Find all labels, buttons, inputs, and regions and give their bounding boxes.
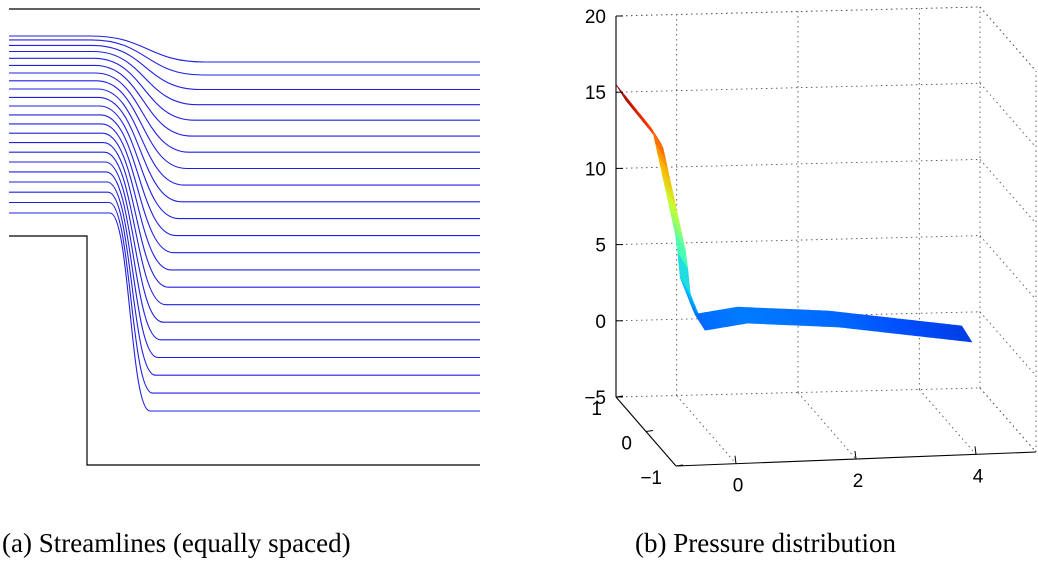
x-tick-label: 2 bbox=[853, 471, 864, 492]
streamline bbox=[9, 181, 480, 359]
streamline bbox=[9, 151, 480, 306]
grid-line bbox=[615, 82, 981, 93]
grid-line bbox=[979, 6, 1037, 72]
grid-line bbox=[979, 235, 1037, 300]
caption-b: (b) Pressure distribution bbox=[635, 528, 896, 558]
streamline bbox=[9, 44, 480, 91]
streamline bbox=[9, 35, 480, 63]
streamline bbox=[9, 132, 480, 271]
grid-line bbox=[676, 395, 737, 464]
z-tick-label: 5 bbox=[595, 236, 606, 257]
streamline bbox=[9, 142, 480, 288]
grid-line bbox=[979, 387, 1037, 453]
grid-line bbox=[979, 82, 1037, 148]
surface-patch bbox=[958, 325, 973, 343]
x-tick-label: 4 bbox=[973, 466, 984, 487]
y-tick-mark bbox=[645, 430, 654, 432]
y-tick-label: 1 bbox=[591, 399, 602, 420]
streamline bbox=[9, 171, 480, 341]
grid-line bbox=[979, 387, 1037, 453]
streamline bbox=[9, 191, 480, 376]
y-tick-mark bbox=[675, 464, 684, 467]
grid-line bbox=[615, 158, 981, 169]
x-tick-label: 0 bbox=[733, 476, 744, 497]
streamline bbox=[9, 39, 480, 76]
pressure-surface bbox=[615, 84, 973, 343]
streamline bbox=[9, 161, 480, 323]
channel-step-wall bbox=[9, 235, 480, 466]
streamline bbox=[9, 64, 480, 137]
caption-a: (a) Streamlines (equally spaced) bbox=[2, 528, 351, 558]
streamline bbox=[9, 201, 480, 394]
z-tick-label: 20 bbox=[585, 7, 606, 28]
x-tick-mark bbox=[974, 446, 977, 455]
streamline bbox=[9, 96, 480, 203]
streamline bbox=[9, 105, 480, 220]
streamline bbox=[9, 57, 480, 121]
streamline bbox=[9, 212, 480, 412]
streamline bbox=[9, 72, 480, 153]
z-tick-labels: 20 15 10 5 0 −5 bbox=[584, 7, 623, 409]
grid-line bbox=[797, 392, 857, 460]
z-tick-label: 15 bbox=[585, 83, 606, 104]
streamline bbox=[9, 88, 480, 186]
streamline bbox=[9, 114, 480, 237]
streamline bbox=[9, 50, 480, 106]
grid-line bbox=[979, 159, 1037, 224]
x-tick-mark bbox=[734, 455, 737, 464]
z-tick-label: 0 bbox=[595, 312, 606, 333]
grid-line bbox=[979, 6, 1037, 72]
x-tick-mark bbox=[854, 450, 857, 460]
streamlines-plot bbox=[9, 8, 480, 466]
y-tick-label: −1 bbox=[640, 468, 662, 489]
grid-line bbox=[918, 389, 977, 455]
x-tick-labels: 0 2 4 bbox=[733, 446, 984, 497]
streamline bbox=[9, 80, 480, 170]
z-tick-label: 10 bbox=[585, 159, 606, 180]
z-tick-label: −5 bbox=[584, 388, 606, 409]
grid-line bbox=[979, 311, 1037, 377]
y-tick-label: 0 bbox=[621, 434, 632, 455]
streamline-group bbox=[9, 35, 480, 412]
y-tick-mark bbox=[615, 395, 624, 398]
y-tick-labels: 10 −1 bbox=[591, 395, 684, 489]
streamline bbox=[9, 123, 480, 254]
